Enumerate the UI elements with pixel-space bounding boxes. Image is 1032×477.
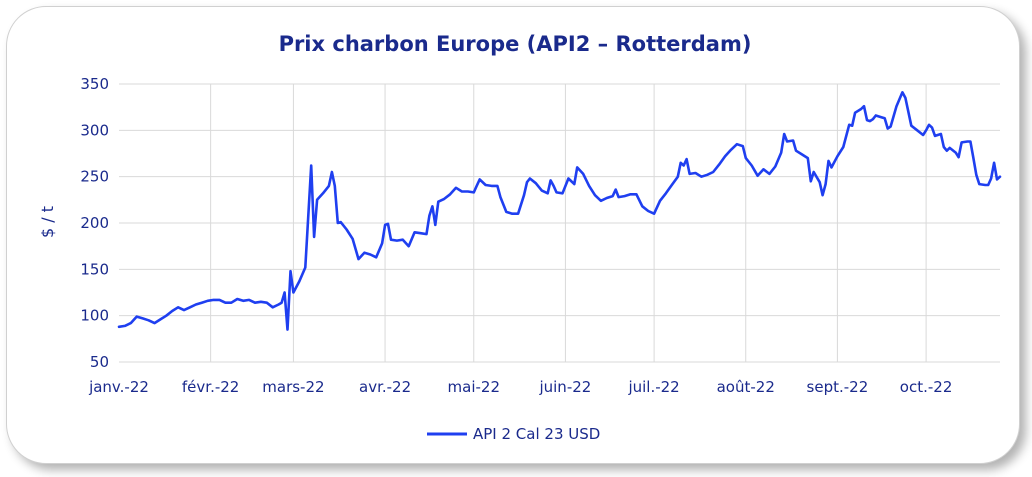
y-tick-label: 250: [80, 168, 109, 186]
x-tick-label: févr.-22: [182, 378, 239, 396]
chart-card: [6, 6, 1020, 464]
chart-title: Prix charbon Europe (API2 – Rotterdam): [279, 32, 752, 56]
x-tick-label: mars-22: [262, 378, 324, 396]
x-tick-label: mai-22: [448, 378, 500, 396]
x-tick-label: juil.-22: [627, 378, 679, 396]
y-tick-label: 300: [80, 121, 109, 139]
x-tick-label: janv.-22: [88, 378, 149, 396]
legend: API 2 Cal 23 USD: [427, 425, 600, 443]
y-tick-label: 50: [90, 353, 109, 371]
y-tick-label: 200: [80, 214, 109, 232]
y-axis-label: $ / t: [38, 206, 57, 238]
legend-label: API 2 Cal 23 USD: [473, 425, 600, 443]
y-tick-label: 350: [80, 75, 109, 93]
x-axis-ticks: janv.-22 févr.-22 mars-22 avr.-22 mai-22 juin…: [88, 378, 952, 396]
series-group: [117, 91, 1002, 331]
x-tick-label: sept.-22: [807, 378, 869, 396]
y-tick-label: 150: [80, 260, 109, 278]
x-tick-label: avr.-22: [359, 378, 411, 396]
x-tick-label: août-22: [717, 378, 775, 396]
y-tick-label: 100: [80, 307, 109, 325]
x-tick-label: oct.-22: [900, 378, 953, 396]
x-tick-label: juin-22: [538, 378, 591, 396]
y-axis-ticks: 50 100 150 200 250 300 350: [80, 75, 109, 371]
gridlines: [119, 83, 1000, 362]
series-line: [117, 91, 1002, 331]
